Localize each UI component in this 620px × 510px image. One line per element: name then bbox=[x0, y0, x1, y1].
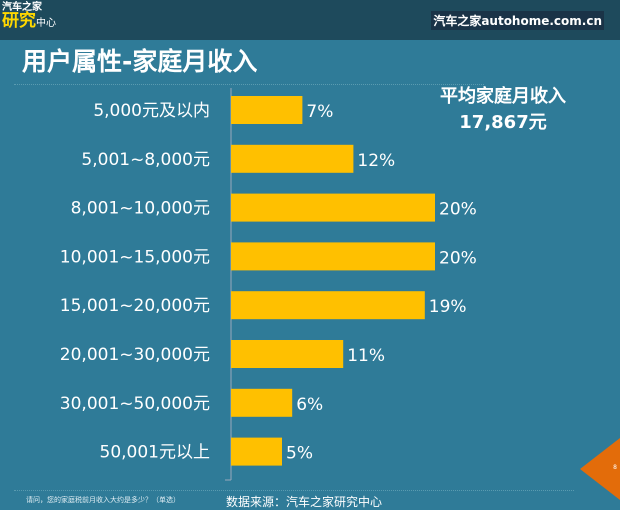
category-label: 5,000元及以内 bbox=[93, 101, 210, 121]
data-label: 19% bbox=[429, 297, 467, 317]
data-label: 11% bbox=[347, 346, 385, 366]
logo-main-text: 研究 bbox=[2, 11, 36, 31]
data-label: 20% bbox=[439, 200, 477, 220]
header-bar: 汽车之家 研究中心 汽车之家autohome.com.cn bbox=[0, 0, 620, 40]
bar bbox=[231, 96, 303, 124]
average-value: 17,867元 bbox=[459, 112, 547, 133]
bar bbox=[231, 437, 282, 466]
site-name: 汽车之家autohome.com.cn bbox=[431, 11, 604, 30]
category-label: 20,001~30,000元 bbox=[60, 345, 210, 365]
bar bbox=[231, 144, 354, 173]
data-label: 12% bbox=[357, 151, 395, 171]
category-label: 30,001~50,000元 bbox=[60, 394, 210, 414]
data-label: 6% bbox=[296, 395, 323, 415]
data-label: 20% bbox=[439, 248, 477, 268]
data-label: 7% bbox=[306, 102, 333, 122]
average-label: 平均家庭月收入 bbox=[440, 86, 566, 107]
category-label: 8,001~10,000元 bbox=[71, 199, 210, 219]
page-marker bbox=[580, 438, 620, 500]
bar bbox=[231, 388, 293, 417]
logo-top-text: 汽车之家 bbox=[2, 2, 42, 13]
bar bbox=[231, 193, 435, 222]
survey-question: 请问，您的家庭税前月收入大约是多少？（单选） bbox=[26, 496, 180, 504]
bar bbox=[231, 340, 344, 368]
footer-divider bbox=[14, 490, 574, 491]
data-label: 5% bbox=[286, 444, 313, 464]
average-income: 平均家庭月收入 17,867元 bbox=[428, 84, 578, 136]
data-source: 数据来源：汽车之家研究中心 bbox=[226, 495, 383, 509]
bar bbox=[231, 242, 435, 271]
page-number: 8 bbox=[613, 464, 617, 471]
category-label: 50,001元以上 bbox=[100, 443, 210, 463]
logo-sub-text: 中心 bbox=[36, 18, 56, 29]
category-label: 10,001~15,000元 bbox=[60, 247, 210, 267]
title-divider bbox=[14, 84, 484, 85]
logo: 汽车之家 研究中心 bbox=[2, 3, 56, 30]
category-label: 15,001~20,000元 bbox=[60, 296, 210, 316]
page-title: 用户属性-家庭月收入 bbox=[22, 47, 258, 76]
bar bbox=[231, 291, 425, 320]
category-label: 5,001~8,000元 bbox=[81, 150, 210, 170]
